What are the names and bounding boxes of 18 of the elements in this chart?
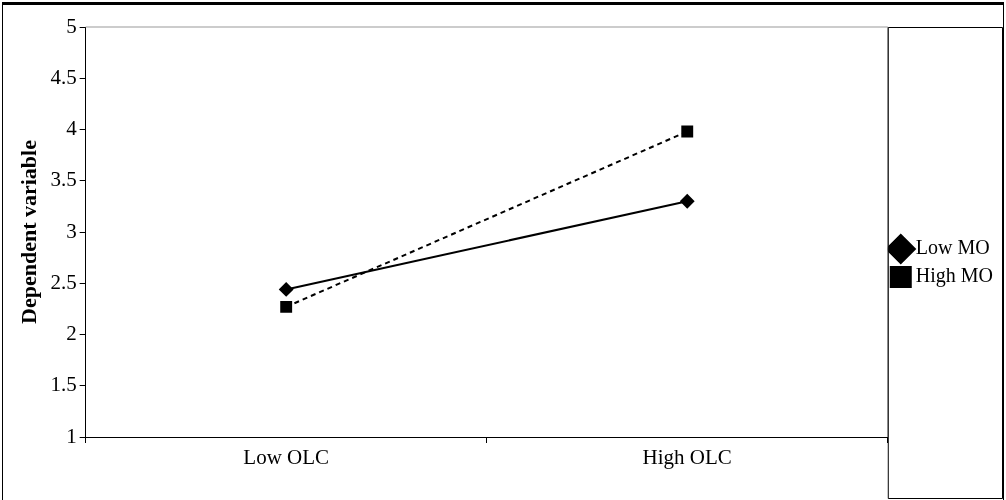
legend-label: Low MO [915, 236, 990, 259]
y-axis-title: Dependent variable [15, 139, 41, 324]
y-tick-label: 4.5 [50, 64, 77, 89]
y-tick-label: 2 [66, 321, 77, 346]
x-tick-label: Low OLC [243, 445, 330, 470]
y-tick-label: 4 [66, 116, 78, 141]
y-tick-label: 3.5 [50, 167, 77, 192]
point [279, 282, 294, 297]
y-tick-label: 1 [66, 423, 77, 448]
point [680, 194, 695, 209]
y-tick-label: 5 [66, 13, 77, 38]
point [681, 125, 694, 138]
point [280, 300, 293, 313]
y-tick-label: 2.5 [50, 269, 77, 294]
y-tick-label: 3 [66, 218, 77, 243]
legend-label: High MO [915, 264, 994, 288]
x-tick-label: High OLC [642, 445, 732, 470]
y-tick-label: 1.5 [50, 372, 77, 397]
